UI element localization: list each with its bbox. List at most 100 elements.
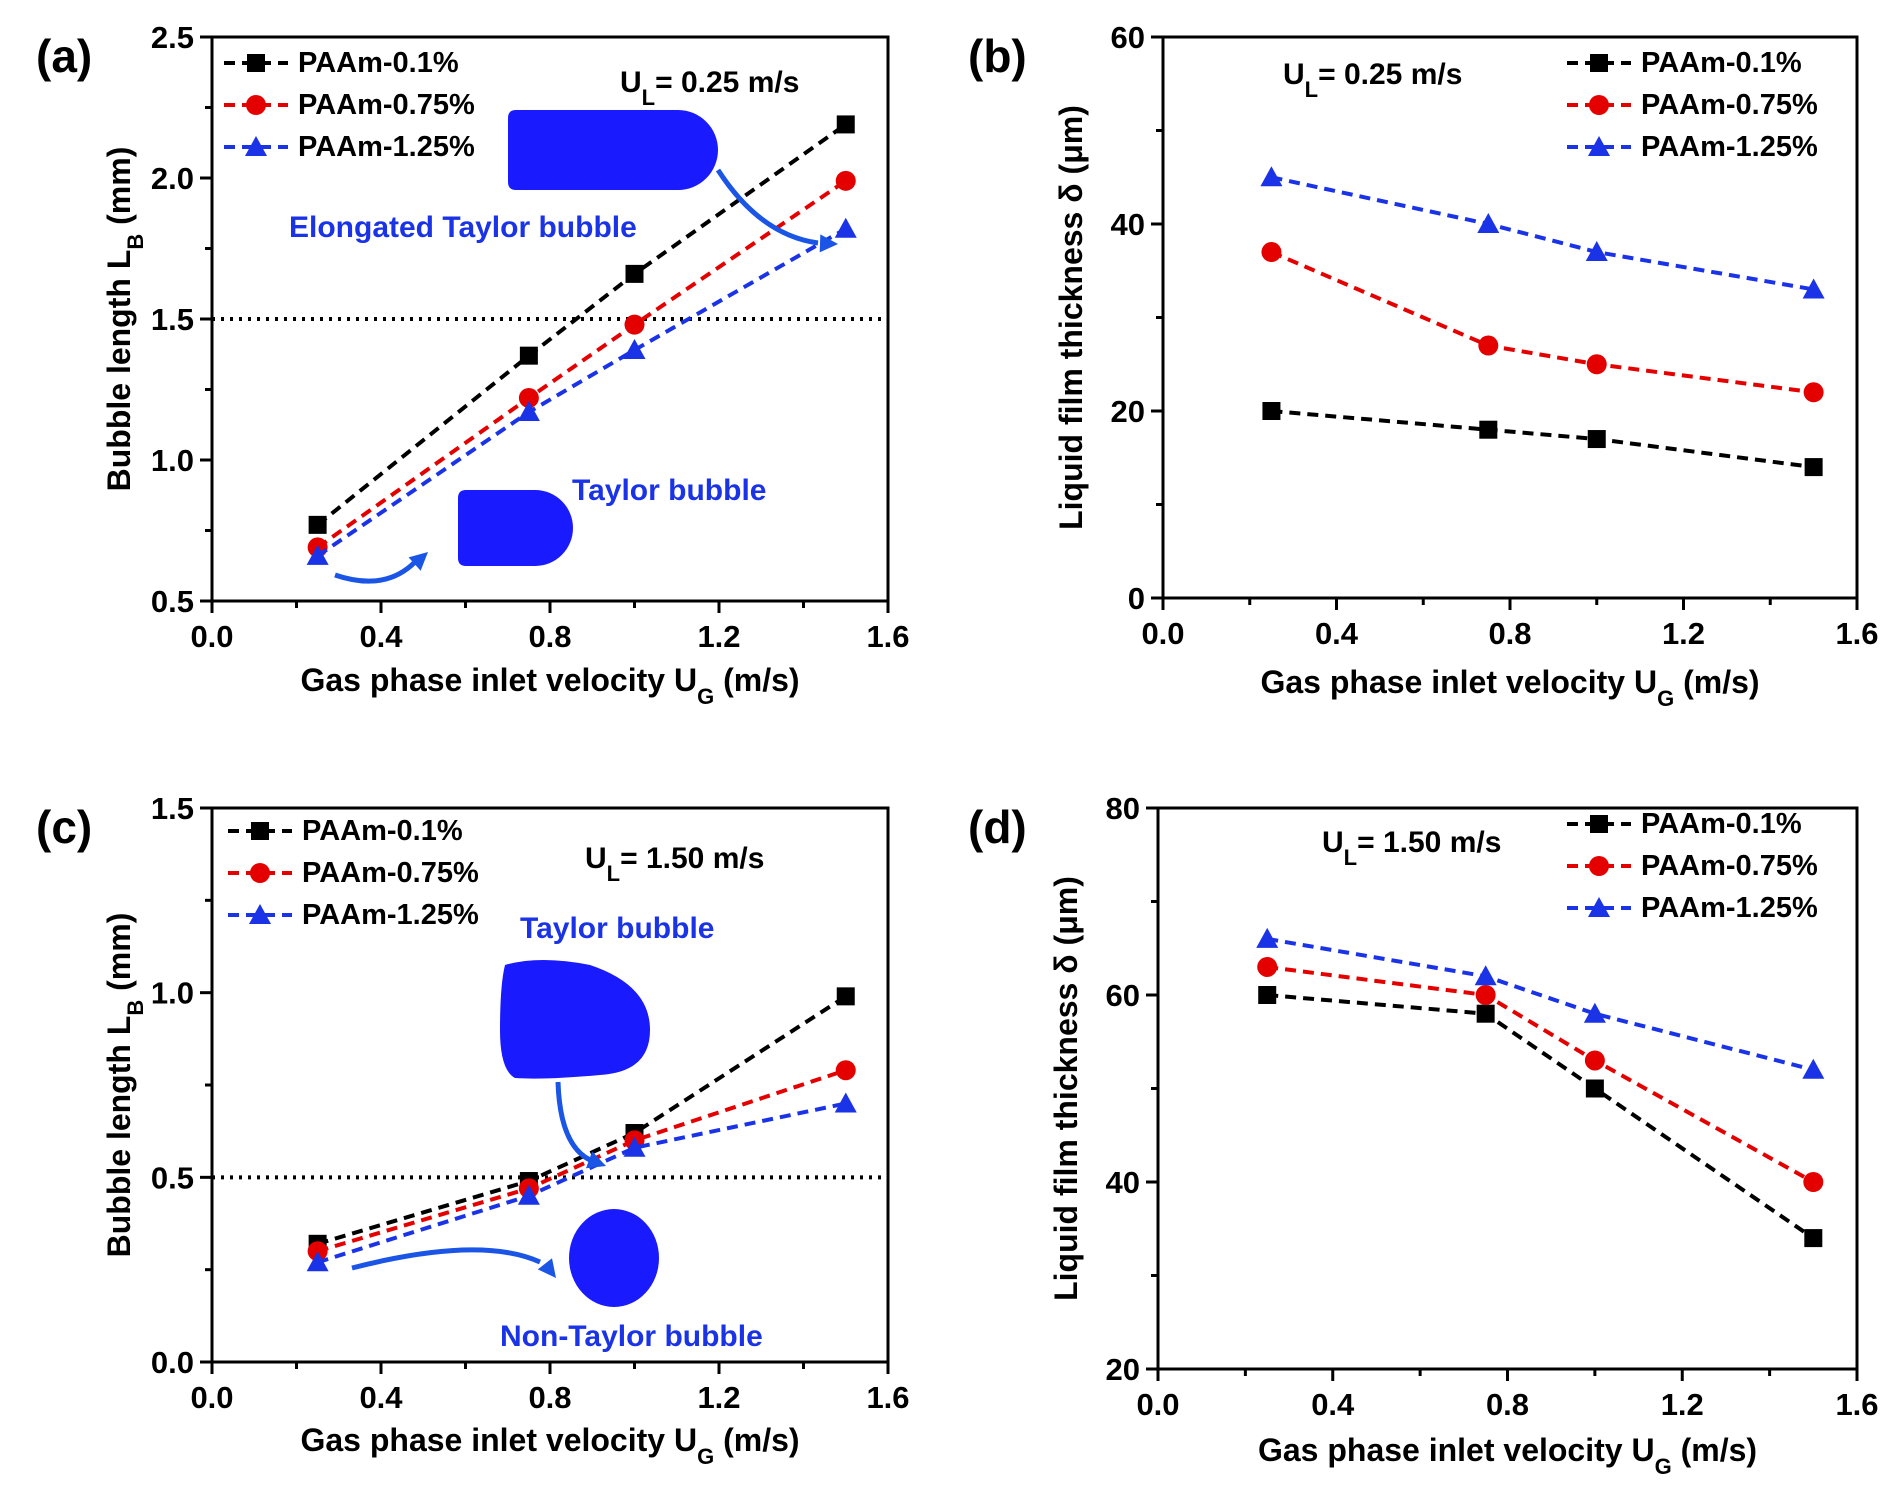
- data-point-triangle: [1802, 1058, 1825, 1079]
- data-point-triangle: [623, 1136, 646, 1157]
- x-tick-label: 0.4: [1311, 1387, 1355, 1422]
- legend-marker-triangle: [249, 904, 271, 924]
- data-point-circle: [1475, 985, 1496, 1005]
- series-line: [317, 1068, 847, 1254]
- legend-marker-square: [1590, 815, 1608, 833]
- data-point-triangle: [834, 217, 857, 238]
- series-line: [1267, 993, 1815, 1240]
- arrow-elongated-head: [819, 234, 838, 253]
- series-triangle: [1256, 927, 1825, 1079]
- data-point-triangle: [517, 1184, 540, 1205]
- series-line: [316, 227, 847, 558]
- legend-marker-circle: [1589, 856, 1609, 876]
- x-tick-label: 1.6: [866, 1380, 909, 1415]
- data-point-circle: [1261, 242, 1282, 263]
- annotation-label: Elongated Taylor bubble: [289, 211, 637, 244]
- y-axis-label-sub: B: [123, 234, 148, 250]
- y-tick-label: 1.5: [151, 791, 194, 826]
- legend-entry: PAAm-1.25%: [1641, 131, 1818, 163]
- elongated-bubble-shape: [508, 110, 718, 190]
- x-tick-label: 1.6: [866, 619, 909, 654]
- arrow-elongated-shaft: [715, 168, 819, 246]
- arrow-taylor-head-group: [408, 552, 428, 571]
- data-point-square: [519, 346, 538, 365]
- condition-label-sub: L: [1344, 845, 1357, 870]
- y-axis-label-suffix: (mm): [101, 147, 137, 234]
- series-line: [1271, 409, 1814, 470]
- x-tick-label: 0.8: [528, 1380, 571, 1415]
- condition-label-suffix: = 1.50 m/s: [1357, 826, 1501, 859]
- data-point-square: [1476, 1004, 1495, 1023]
- x-axis-label-main: Gas phase inlet velocity U: [300, 1422, 697, 1458]
- series-line: [1270, 250, 1814, 395]
- y-axis-label: Liquid film thickness δ (μm): [1048, 876, 1084, 1301]
- series-circle: [1257, 956, 1824, 1192]
- y-tick-label: 0.5: [151, 584, 194, 619]
- panel-label: (d): [968, 801, 1027, 853]
- plot-frame: [210, 806, 890, 1364]
- arrow-taylor-c-shaft: [555, 1081, 592, 1163]
- condition-label: UL= 0.25 m/s: [620, 66, 799, 110]
- condition-label-suffix: = 1.50 m/s: [620, 842, 764, 875]
- series-circle: [1261, 242, 1824, 403]
- series-line: [1266, 936, 1814, 1072]
- y-tick-label: 0.0: [151, 1345, 194, 1380]
- series-line: [317, 1101, 847, 1265]
- data-point-square: [836, 115, 855, 134]
- series-square: [308, 115, 855, 534]
- x-tick-label: 0.0: [190, 619, 233, 654]
- legend-entry: PAAm-0.75%: [298, 89, 475, 121]
- legend-marker-circle: [1589, 95, 1609, 115]
- x-axis-label-main: Gas phase inlet velocity U: [300, 662, 697, 698]
- x-tick-label: 0.8: [1486, 1387, 1529, 1422]
- legend-entry: PAAm-1.25%: [298, 131, 475, 163]
- legend-marker-triangle: [245, 136, 267, 156]
- y-tick-label: 0: [1128, 581, 1145, 616]
- data-point-circle: [518, 387, 539, 408]
- series-line: [1266, 964, 1815, 1184]
- legend-entry: PAAm-0.1%: [1641, 47, 1802, 79]
- legend-entry: PAAm-0.75%: [302, 857, 479, 889]
- series-line: [316, 179, 847, 550]
- data-point-square: [1804, 458, 1823, 477]
- y-axis-label-sub: B: [123, 1000, 148, 1016]
- data-point-circle: [835, 1060, 856, 1081]
- panel-label: (b): [968, 30, 1027, 82]
- data-point-circle: [1478, 335, 1499, 356]
- y-axis-label-main: Bubble length L: [101, 250, 137, 492]
- data-point-triangle: [517, 401, 540, 422]
- legend-marker-circle: [246, 95, 266, 115]
- y-axis-label: Bubble length LB (mm): [101, 913, 148, 1258]
- series-triangle: [306, 217, 857, 565]
- series-square: [1262, 402, 1823, 477]
- x-axis-label-sub: G: [1655, 1454, 1672, 1479]
- data-point-circle: [1257, 956, 1278, 977]
- y-tick-label: 80: [1106, 791, 1140, 826]
- data-point-triangle: [1477, 213, 1500, 233]
- data-point-circle: [307, 1241, 328, 1262]
- x-tick-label: 0.4: [359, 619, 403, 654]
- condition-label-main: U: [1322, 826, 1344, 859]
- x-tick-label: 1.2: [697, 1380, 740, 1415]
- panel-b: 0.0 0.4 0.8 1.2 1.6 0 20 40 60 Gas phase inlet ve…: [968, 20, 1879, 711]
- plot-frame: [1161, 35, 1859, 600]
- x-tick-label: 0.8: [1488, 616, 1531, 651]
- data-point-square: [1585, 1079, 1604, 1098]
- data-point-triangle: [1474, 965, 1497, 986]
- data-point-circle: [624, 314, 645, 335]
- y-axis-label-suffix: (mm): [101, 913, 137, 1000]
- legend-entry: PAAm-1.25%: [302, 899, 479, 931]
- data-point-triangle: [1256, 927, 1279, 948]
- legend-entry: PAAm-1.25%: [1641, 892, 1818, 924]
- y-tick-label: 40: [1106, 1165, 1140, 1200]
- legend-marker-triangle: [1588, 897, 1610, 917]
- legend-entry: PAAm-0.1%: [302, 815, 463, 847]
- data-point-triangle: [834, 1092, 857, 1113]
- arrow-non-taylor-head: [537, 1258, 556, 1278]
- x-tick-label: 1.6: [1835, 1387, 1878, 1422]
- data-point-circle: [1803, 382, 1824, 403]
- y-tick-label: 60: [1111, 20, 1145, 55]
- legend-entry: PAAm-0.1%: [1641, 808, 1802, 840]
- condition-label-suffix: = 0.25 m/s: [655, 66, 799, 99]
